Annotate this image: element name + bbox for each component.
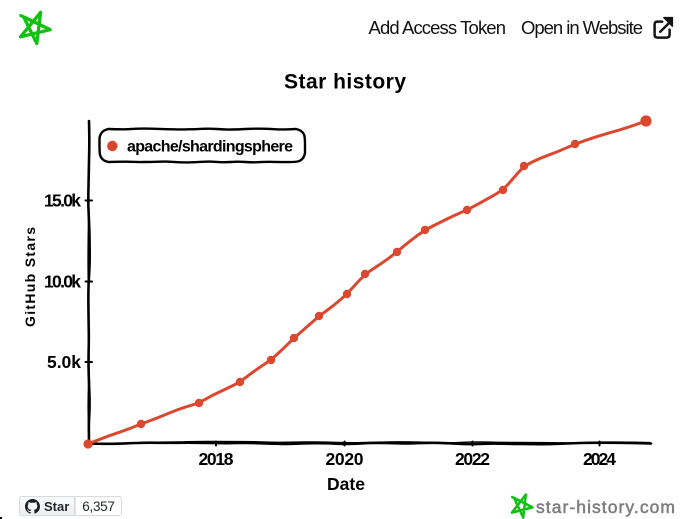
svg-text:star-history.com: star-history.com xyxy=(536,497,675,517)
svg-text:Date: Date xyxy=(327,474,365,494)
svg-text:Open in Website: Open in Website xyxy=(521,17,643,38)
svg-text:GitHub Stars: GitHub Stars xyxy=(22,227,38,327)
svg-text:Add Access Token: Add Access Token xyxy=(369,17,507,38)
svg-text:apache/shardingsphere: apache/shardingsphere xyxy=(127,139,293,156)
svg-text:2024: 2024 xyxy=(583,449,616,469)
svg-text:2018: 2018 xyxy=(199,449,234,469)
svg-text:5.0k: 5.0k xyxy=(47,352,81,372)
svg-text:2022: 2022 xyxy=(455,449,490,469)
svg-text:2020: 2020 xyxy=(326,449,364,469)
svg-text:10.0k: 10.0k xyxy=(44,272,81,292)
svg-text:Star history: Star history xyxy=(284,71,406,94)
svg-text:15.0k: 15.0k xyxy=(44,191,81,211)
